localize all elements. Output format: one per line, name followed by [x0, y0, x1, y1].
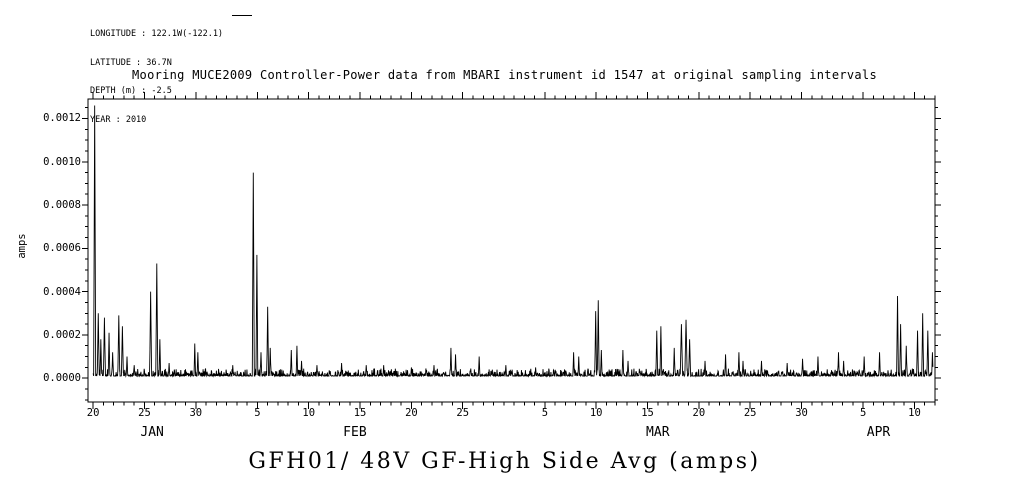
x-axis-tick-label: 15 [353, 407, 367, 419]
metadata-year: YEAR : 2010 [90, 114, 147, 125]
plot-frame [87, 98, 936, 403]
y-axis-tick-label: 0.0010 [43, 155, 81, 168]
x-axis-tick-label: 5 [859, 407, 867, 419]
data-series-line [92, 105, 934, 378]
month-label: FEB [343, 425, 367, 440]
month-label: JAN [140, 425, 164, 440]
y-axis-tick-label: 0.0002 [43, 328, 81, 341]
y-axis-label: amps [16, 233, 28, 259]
x-axis-tick-label: 25 [456, 407, 470, 419]
x-axis-tick-label: 30 [795, 407, 808, 419]
chart-title: Mooring MUCE2009 Controller-Power data f… [132, 68, 877, 82]
x-axis-tick-label: 30 [189, 407, 203, 419]
x-axis-tick-label: 5 [541, 407, 549, 419]
y-axis-tick-label: 0.0012 [43, 112, 81, 125]
month-label: MAR [646, 425, 670, 440]
x-axis-tick-label: 10 [908, 407, 921, 419]
x-axis-tick-label: 20 [692, 407, 706, 419]
y-axis-tick-label: 0.0000 [43, 372, 81, 385]
y-axis-tick-label: 0.0004 [43, 285, 81, 298]
metadata-depth: DEPTH (m) : -2.5 [90, 86, 172, 96]
x-axis-tick-label: 5 [254, 407, 261, 419]
x-axis-tick-label: 10 [302, 407, 316, 419]
x-axis-tick-label: 25 [138, 407, 151, 419]
bottom-title: GFH01/ 48V GF-High Side Avg (amps) [248, 449, 761, 474]
y-axis-tick-label: 0.0006 [43, 242, 81, 255]
metadata-longitude: LONGITUDE : 122.1W(-122.1) [90, 29, 224, 39]
series-line-sample-icon [232, 15, 252, 16]
month-label: APR [866, 425, 891, 440]
x-axis-tick-label: 20 [86, 407, 100, 419]
x-axis-tick-label: 25 [743, 407, 757, 419]
metadata-latitude: LATITUDE : 36.7N [90, 57, 172, 68]
x-axis-tick-label: 20 [405, 407, 418, 419]
metadata-block: LONGITUDE : 122.1W(-122.1) LATITUDE : 36… [90, 11, 252, 154]
x-axis-tick-label: 15 [641, 407, 654, 419]
x-axis-tick-label: 10 [589, 407, 603, 419]
y-axis-tick-label: 0.0008 [43, 199, 81, 212]
